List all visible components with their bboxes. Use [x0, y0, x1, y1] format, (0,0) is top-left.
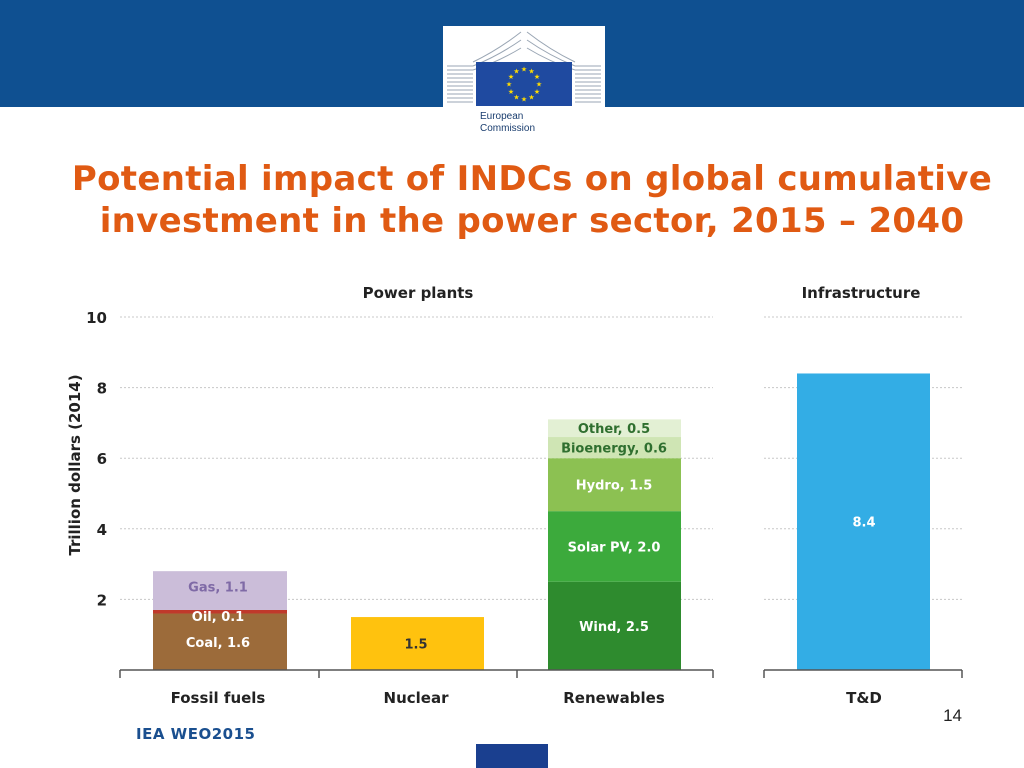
eu-stars-icon: ★ ★★★★★★★★★★★ — [506, 66, 542, 104]
bar-segment — [548, 511, 681, 582]
data-label: Wind, 2.5 — [579, 620, 649, 635]
eu-star: ★ — [521, 66, 527, 74]
bar-segment — [548, 581, 681, 670]
eu-star: ★ — [508, 88, 514, 96]
bar-segment — [548, 458, 681, 512]
y-tick-label: 8 — [97, 380, 107, 398]
eu-star: ★ — [536, 81, 542, 89]
eu-flag — [476, 62, 572, 106]
bar-segment — [548, 419, 681, 438]
bar-segment — [351, 617, 484, 670]
bar-segment — [797, 373, 930, 670]
eu-star: ★ — [521, 96, 527, 104]
european-commission-logo: ★ ★★★★★★★★★★★ European Commission — [443, 26, 605, 144]
data-label: Hydro, 1.5 — [576, 479, 653, 494]
data-label: Solar PV, 2.0 — [568, 540, 661, 555]
eu-star: ★ — [513, 94, 519, 102]
eu-star: ★ — [513, 68, 519, 76]
eu-star: ★ — [528, 68, 534, 76]
bar-segment — [548, 437, 681, 459]
data-label: 8.4 — [852, 516, 875, 531]
y-tick-label: 2 — [97, 591, 107, 609]
data-label: Bioenergy, 0.6 — [561, 442, 667, 457]
x-tick-label: Nuclear — [384, 689, 450, 707]
bar-segment — [153, 571, 287, 610]
x-tick-label: Renewables — [563, 689, 665, 707]
y-tick-label: 10 — [86, 309, 107, 327]
data-label: Other, 0.5 — [578, 422, 650, 437]
slide-title-line2: investment in the power sector, 2015 – 2… — [99, 201, 965, 241]
eu-star: ★ — [508, 73, 514, 81]
data-label: Coal, 1.6 — [186, 636, 250, 651]
x-tick-label: T&D — [846, 689, 882, 707]
bar-segment — [153, 609, 287, 614]
x-tick-label: Fossil fuels — [171, 689, 266, 707]
y-tick-label: 6 — [97, 450, 107, 468]
source-note: IEA WEO2015 — [136, 725, 256, 743]
data-label: Oil, 0.1 — [192, 610, 244, 625]
slide-title: Potential impact of INDCs on global cumu… — [40, 158, 1024, 242]
investment-chart: 2 4 6 8 10 Trillion dollars (2014) Power plant… — [66, 284, 963, 707]
slide-title-line1: Potential impact of INDCs on global cumu… — [71, 159, 993, 199]
bottom-flag-decoration — [476, 744, 548, 768]
logo-text-line1: European — [480, 111, 523, 122]
page-number: 14 — [943, 706, 962, 725]
panel-title: Infrastructure — [802, 284, 921, 302]
bar-segment — [153, 613, 287, 670]
data-label: 1.5 — [404, 638, 427, 653]
eu-star: ★ — [534, 73, 540, 81]
eu-star: ★ — [506, 81, 512, 89]
y-axis-label: Trillion dollars (2014) — [66, 374, 84, 555]
logo-text-line2: Commission — [480, 123, 535, 134]
y-tick-label: 4 — [97, 521, 107, 539]
eu-star: ★ — [534, 88, 540, 96]
data-label: Gas, 1.1 — [188, 581, 248, 596]
eu-star: ★ — [528, 94, 534, 102]
panel-title: Power plants — [363, 284, 474, 302]
